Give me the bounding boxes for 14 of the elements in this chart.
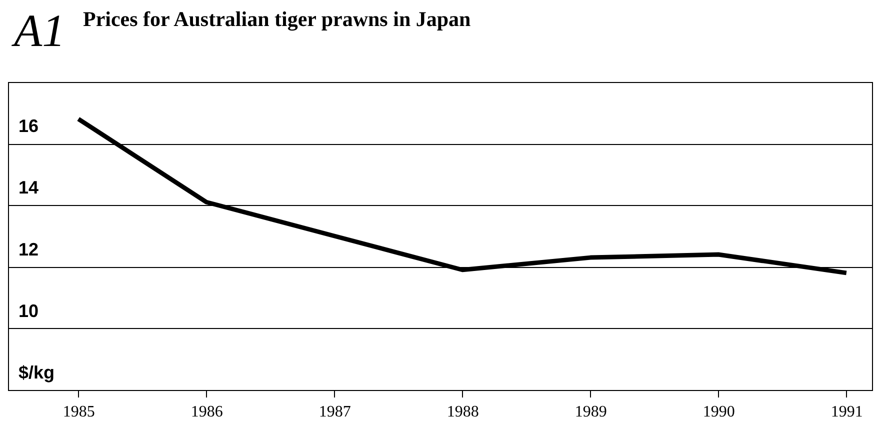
x-tick-label: 1986 xyxy=(190,404,223,420)
x-tick-label: 1988 xyxy=(446,404,479,420)
x-tick-label: 1990 xyxy=(702,404,735,420)
y-axis-title: $/kg xyxy=(18,362,55,382)
chart-title: Prices for Australian tiger prawns in Japan xyxy=(83,7,472,31)
y-tick-label: 12 xyxy=(18,239,39,260)
y-tick-label: 14 xyxy=(18,178,39,198)
x-tick-label: 1987 xyxy=(318,404,351,420)
x-tick-label: 1991 xyxy=(830,404,863,420)
y-tick-label: 16 xyxy=(18,116,39,136)
x-tick-label: 1989 xyxy=(574,404,607,420)
y-tick-label: 10 xyxy=(18,300,39,321)
text: A1 xyxy=(14,5,66,56)
x-tick-label: 1985 xyxy=(62,404,95,420)
